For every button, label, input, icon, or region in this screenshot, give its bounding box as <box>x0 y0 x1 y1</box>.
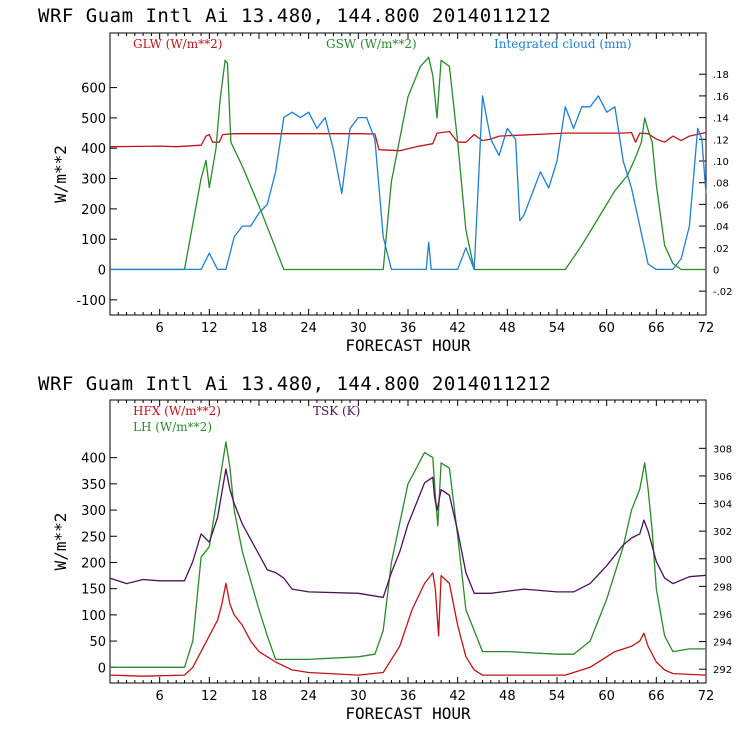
x-tick-label: 60 <box>598 321 615 336</box>
legend-entry: LH (W/m**2) <box>133 420 212 434</box>
y-tick-label: 200 <box>81 556 106 571</box>
y2-tick-label: .08 <box>713 179 729 190</box>
y-tick-label: 400 <box>81 452 106 467</box>
y2-tick-label: 300 <box>713 555 732 566</box>
x-tick-label: 6 <box>156 689 164 704</box>
y-tick-label: 50 <box>89 635 106 650</box>
y-tick-label: 150 <box>81 583 106 598</box>
y-tick-label: 300 <box>81 504 106 519</box>
y-tick-label: 600 <box>81 82 106 97</box>
x-tick-label: 66 <box>648 321 665 336</box>
x-tick-label: 30 <box>350 321 367 336</box>
y2-tick-label: .16 <box>713 92 729 103</box>
x-tick-label: 18 <box>251 689 268 704</box>
x-tick-label: 24 <box>300 689 317 704</box>
y2-tick-label: .04 <box>713 222 729 233</box>
x-tick-label: 12 <box>201 321 218 336</box>
y-tick-label: 0 <box>98 264 106 279</box>
y-tick-label: 200 <box>81 203 106 218</box>
y2-tick-label: .06 <box>713 200 729 211</box>
x-tick-label: 24 <box>300 321 317 336</box>
y2-tick-label: 0 <box>713 265 719 276</box>
x-tick-label: 36 <box>400 321 417 336</box>
series-line-glw <box>109 130 707 152</box>
y2-tick-label: 304 <box>713 500 732 511</box>
y-tick-label: 500 <box>81 112 106 127</box>
y2-tick-label: .18 <box>713 70 729 81</box>
legend-entry: GSW (W/m**2) <box>326 37 417 51</box>
y-tick-label: -100 <box>76 294 106 309</box>
x-axis-label: FORECAST HOUR <box>345 704 471 723</box>
y-tick-label: 350 <box>81 478 106 493</box>
chart-title-1: WRF Guam Intl Ai 13.480, 144.800 2014011… <box>38 5 551 27</box>
x-tick-label: 48 <box>499 689 516 704</box>
legend-entry: GLW (W/m**2) <box>133 37 222 51</box>
y-tick-label: 400 <box>81 142 106 157</box>
legend-entry: HFX (W/m**2) <box>133 404 221 418</box>
x-tick-label: 42 <box>449 321 466 336</box>
y2-tick-label: .14 <box>713 114 729 125</box>
series-line-tsk <box>109 468 707 599</box>
x-tick-label: 72 <box>698 689 715 704</box>
y2-tick-label: .02 <box>713 244 729 255</box>
legend-entry: Integrated cloud (mm) <box>494 37 632 51</box>
y-tick-label: 250 <box>81 530 106 545</box>
y2-tick-label: 292 <box>713 665 732 676</box>
chart-title-2: WRF Guam Intl Ai 13.480, 144.800 2014011… <box>38 373 551 395</box>
y2-tick-label: 308 <box>713 444 732 455</box>
x-axis-label: FORECAST HOUR <box>345 336 471 355</box>
series-line-hfx <box>109 572 707 677</box>
x-tick-label: 36 <box>400 689 417 704</box>
x-tick-label: 42 <box>449 689 466 704</box>
series-line-gsw <box>110 56 706 271</box>
y2-tick-label: 298 <box>713 582 732 593</box>
x-tick-label: 30 <box>350 689 367 704</box>
legend-entry: TSK (K) <box>313 404 360 418</box>
x-tick-label: 6 <box>156 321 164 336</box>
y2-tick-label: 302 <box>713 527 732 538</box>
y2-tick-label: .12 <box>713 135 729 146</box>
series-line-integrated <box>110 95 707 271</box>
y2-tick-label: .10 <box>713 157 729 168</box>
y-axis-label: W/m**2 <box>51 145 70 203</box>
y-tick-label: 300 <box>81 173 106 188</box>
series-line-lh <box>110 441 706 668</box>
y-tick-label: 100 <box>81 233 106 248</box>
x-tick-label: 18 <box>251 321 268 336</box>
plot-frame-1 <box>109 32 707 316</box>
x-tick-label: 54 <box>549 321 566 336</box>
y2-tick-label: 306 <box>713 472 732 483</box>
x-tick-label: 72 <box>698 321 715 336</box>
y2-tick-label: 296 <box>713 610 732 621</box>
y-tick-label: 100 <box>81 609 106 624</box>
x-tick-label: 48 <box>499 321 516 336</box>
x-tick-label: 66 <box>648 689 665 704</box>
x-tick-label: 12 <box>201 689 218 704</box>
y-axis-label: W/m**2 <box>51 513 70 571</box>
y2-tick-label: -.02 <box>713 287 733 298</box>
x-tick-label: 60 <box>598 689 615 704</box>
y2-tick-label: 294 <box>713 638 732 649</box>
x-tick-label: 54 <box>549 689 566 704</box>
y-tick-label: 0 <box>98 661 106 676</box>
